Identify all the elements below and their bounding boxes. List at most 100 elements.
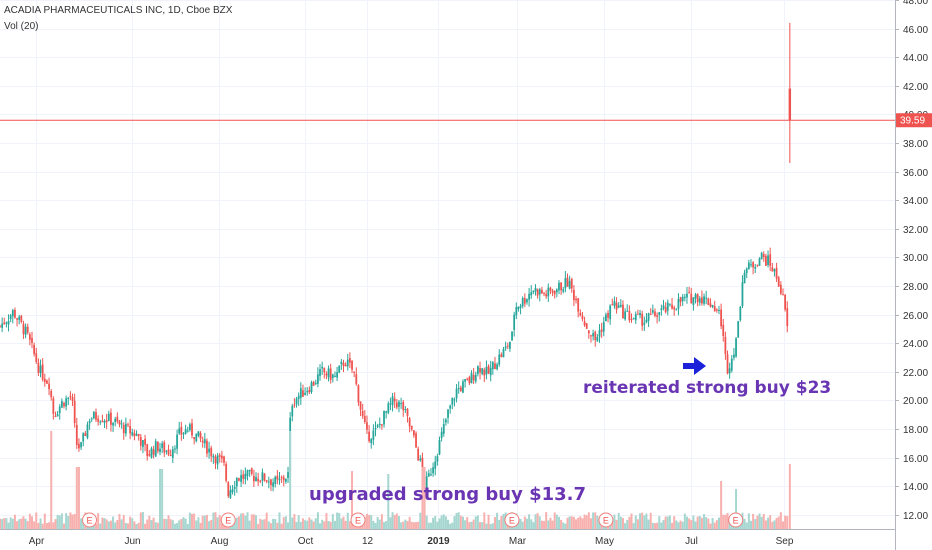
volume-bar	[312, 521, 315, 529]
candle-body	[156, 441, 159, 452]
candle-body	[372, 430, 375, 440]
candle-body	[291, 405, 294, 417]
volume-bar	[120, 519, 123, 529]
volume-bar	[167, 515, 170, 529]
volume-bar	[310, 519, 313, 529]
volume-bar	[188, 512, 191, 529]
candle-body	[63, 402, 65, 407]
volume-bar	[182, 517, 185, 529]
candle-body	[346, 359, 349, 367]
volume-bar	[214, 512, 217, 529]
volume-bar	[237, 516, 240, 529]
volume-bar	[261, 519, 264, 529]
candle-body	[715, 309, 718, 311]
volume-bar	[280, 523, 283, 529]
candle-body	[681, 296, 684, 302]
candle-body	[641, 313, 644, 326]
volume-bar	[319, 523, 322, 529]
candle-body	[73, 400, 76, 424]
volume-bar	[583, 514, 586, 529]
candle-body	[707, 298, 710, 305]
volume-bar	[647, 519, 650, 529]
volume-bar	[129, 516, 132, 529]
candle-body	[398, 401, 400, 407]
candle-body	[669, 303, 671, 305]
candle-body	[208, 448, 210, 453]
candle-body	[421, 457, 424, 473]
candle-body	[191, 423, 193, 436]
candle-body	[182, 433, 185, 435]
volume-bar	[289, 431, 292, 529]
candle-body	[602, 322, 605, 332]
candle-body	[31, 337, 33, 343]
x-tick-label: 2019	[427, 536, 450, 547]
candle-body	[263, 473, 266, 481]
candle-body	[146, 444, 149, 457]
candle-body	[553, 291, 556, 295]
candle-body	[361, 410, 364, 417]
candle-body	[88, 420, 91, 424]
earnings-marker	[220, 512, 236, 528]
volume-bar	[52, 522, 55, 529]
candle-body	[664, 307, 667, 313]
candle-body	[594, 331, 597, 341]
candle-body	[404, 408, 407, 410]
candle-body	[532, 290, 535, 292]
candle-body	[705, 297, 708, 299]
volume-bar	[636, 519, 639, 529]
volume-bar	[464, 520, 467, 529]
candle-body	[33, 344, 36, 355]
volume-bar	[203, 515, 206, 529]
candle-body	[24, 326, 27, 335]
candle-body	[494, 363, 496, 370]
candle-body	[218, 455, 221, 457]
candle-body	[762, 254, 765, 258]
volume-bar	[417, 521, 420, 529]
volume-bar	[779, 512, 782, 529]
volume-bar	[107, 521, 110, 529]
candle-body	[711, 304, 714, 307]
volume-bar	[634, 515, 637, 529]
candle-body	[16, 318, 18, 320]
volume-bar	[161, 469, 164, 529]
candle-body	[223, 456, 225, 463]
candle-body	[122, 424, 125, 434]
volume-bar	[327, 521, 330, 529]
volume-bar	[679, 520, 682, 529]
candle-body	[538, 289, 541, 295]
volume-bar	[370, 514, 373, 529]
candle-body	[376, 425, 379, 427]
candle-body	[329, 368, 332, 380]
candle-body	[148, 454, 151, 456]
candle-body	[775, 267, 778, 279]
volume-bar	[575, 519, 578, 529]
candle-body	[596, 337, 599, 342]
volume-bar	[617, 513, 620, 529]
candle-body	[741, 282, 744, 307]
candle-body	[634, 314, 637, 321]
x-tick-label: Aug	[211, 536, 229, 547]
volume-bar	[496, 512, 499, 529]
y-tick-label: 28.00	[903, 282, 928, 293]
volume-bar	[109, 520, 112, 529]
volume-bar	[116, 519, 119, 529]
candle-body	[319, 369, 321, 376]
volume-bar	[587, 512, 590, 529]
volume-bar	[560, 519, 563, 529]
volume-bar	[37, 522, 40, 529]
volume-bar	[564, 523, 567, 529]
volume-bar	[165, 518, 168, 529]
volume-bar	[664, 516, 667, 529]
candle-body	[267, 481, 270, 483]
volume-bar	[156, 522, 159, 529]
volume-bar	[389, 517, 392, 529]
candle-body	[306, 391, 309, 393]
volume-bar	[784, 515, 787, 529]
candle-body	[767, 255, 769, 265]
candle-body	[252, 475, 255, 482]
volume-bar	[54, 519, 57, 529]
candle-body	[391, 396, 394, 406]
volume-bar	[242, 513, 245, 529]
volume-bar	[641, 512, 644, 529]
